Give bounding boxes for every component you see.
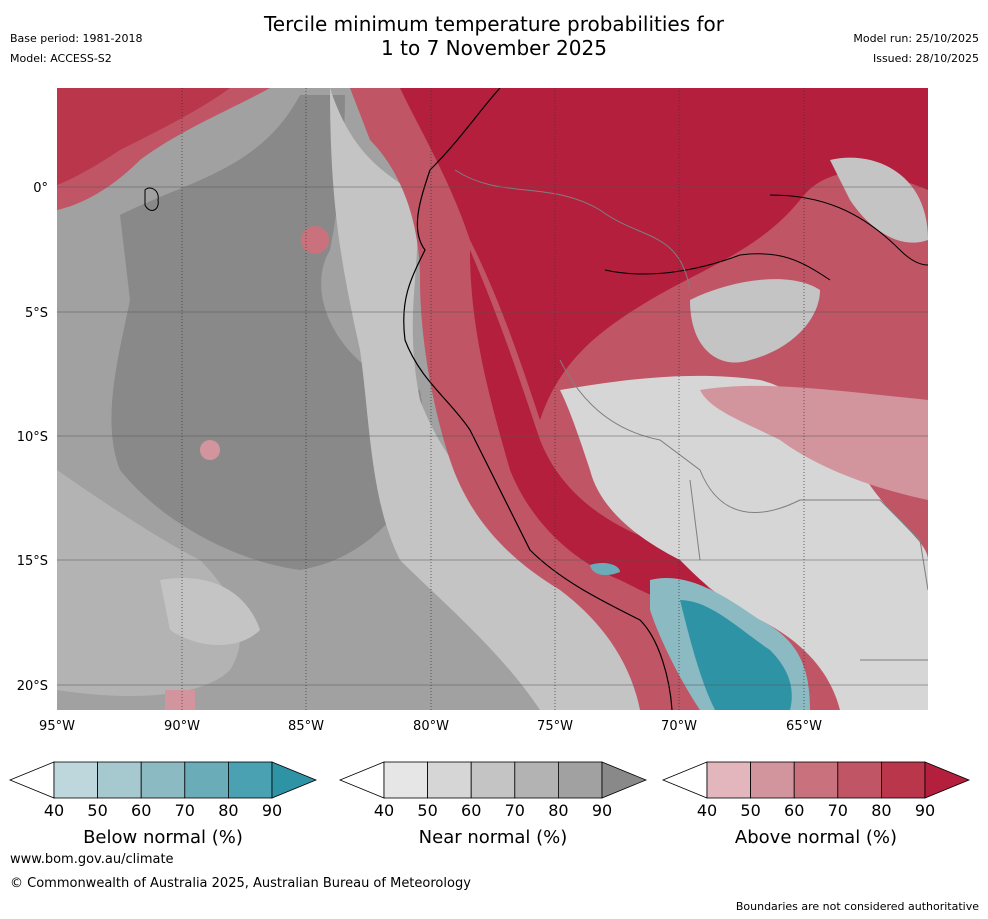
colorbar-segment xyxy=(227,761,273,799)
colorbar-near-title: Near normal (%) xyxy=(419,827,568,848)
model-run-label: Model run: 25/10/2025 xyxy=(853,32,979,45)
near-normal-ne xyxy=(830,157,928,243)
colorbar-below-normal: 40 50 60 70 80 90 Below normal (%) xyxy=(8,761,318,848)
colorbar-segment xyxy=(558,761,603,799)
near-normal-interior-north xyxy=(690,279,820,363)
colorbar-tick-label: 40 xyxy=(44,801,64,820)
meta-left: Base period: 1981-2018 Model: ACCESS-S2 xyxy=(10,32,142,66)
colorbar-above-title: Above normal (%) xyxy=(735,827,897,848)
ocean-warm-spot-2 xyxy=(200,440,220,460)
colorbar-tick-label: 90 xyxy=(262,801,282,820)
colorbar-tick-label: 80 xyxy=(871,801,891,820)
river-2 xyxy=(769,194,928,266)
colorbar-extend-low xyxy=(8,761,55,799)
lon-labels: 95°W 90°W 85°W 80°W 75°W 70°W 65°W xyxy=(39,719,822,734)
colorbar-segment xyxy=(53,761,98,799)
lon-label: 65°W xyxy=(786,719,822,734)
below-normal-core xyxy=(680,600,792,710)
galapagos-islands xyxy=(144,187,159,211)
colorbar-tick-label: 50 xyxy=(417,801,437,820)
colorbar-segment xyxy=(427,761,472,799)
model-label: Model: ACCESS-S2 xyxy=(10,52,112,65)
map-panel xyxy=(57,88,928,710)
colorbar-segment xyxy=(750,761,795,799)
colorbar-segment xyxy=(140,761,186,799)
colorbar-tick-label: 40 xyxy=(697,801,717,820)
colorbar-segment xyxy=(706,761,751,799)
meta-right: Model run: 25/10/2025 Issued: 28/10/2025 xyxy=(853,32,979,66)
colorbar-tick-label: 50 xyxy=(740,801,760,820)
colorbar-tick-label: 70 xyxy=(828,801,848,820)
above-normal-nw-core xyxy=(57,88,230,185)
colorbar-segment xyxy=(97,761,142,799)
colorbar-tick-label: 40 xyxy=(374,801,394,820)
colorbar-segment xyxy=(184,761,229,799)
ocean-warm-spot-3 xyxy=(165,690,195,710)
issued-label: Issued: 28/10/2025 xyxy=(872,52,979,65)
colorbar-below-title: Below normal (%) xyxy=(83,827,243,848)
colorbar-segment xyxy=(793,761,839,799)
river xyxy=(604,253,831,281)
lat-label: 15°S xyxy=(17,554,48,569)
colorbar-extend-high xyxy=(271,761,318,799)
colorbar-extend-high xyxy=(601,761,648,799)
lat-label: 0° xyxy=(33,181,48,196)
colorbar-segment xyxy=(383,761,428,799)
colorbar-tick-label: 90 xyxy=(592,801,612,820)
colorbar-tick-label: 80 xyxy=(218,801,238,820)
lon-label: 75°W xyxy=(537,719,573,734)
colorbar-segment xyxy=(881,761,926,799)
lon-label: 90°W xyxy=(164,719,200,734)
colorbar-segment xyxy=(514,761,559,799)
below-normal-small xyxy=(590,562,620,576)
coastline xyxy=(403,88,673,710)
colorbar-tick-label: 90 xyxy=(915,801,935,820)
above-normal-90-andes xyxy=(470,250,720,609)
colorbar-tick-label: 60 xyxy=(131,801,151,820)
near-normal-sw-light xyxy=(160,578,260,645)
colorbar-above-normal: 40 50 60 70 80 90 Above normal (%) xyxy=(661,761,971,848)
colorbar-tick-label: 80 xyxy=(548,801,568,820)
title-line-1: Tercile minimum temperature probabilitie… xyxy=(263,12,725,36)
colorbar-near-normal: 40 50 60 70 80 90 Near normal (%) xyxy=(338,761,648,848)
lat-label: 20°S xyxy=(17,679,48,694)
colorbar-segment xyxy=(470,761,516,799)
colorbar-segment xyxy=(837,761,882,799)
colorbar-tick-label: 60 xyxy=(461,801,481,820)
colorbar-extend-low xyxy=(338,761,385,799)
ocean-warm-spot-1 xyxy=(301,226,329,254)
lat-label: 5°S xyxy=(25,306,48,321)
near-normal-coastal-band xyxy=(330,88,660,710)
lon-label: 80°W xyxy=(413,719,449,734)
lat-label: 10°S xyxy=(17,430,48,445)
above-normal-90-north xyxy=(400,88,928,420)
title-line-2: 1 to 7 November 2025 xyxy=(381,36,607,60)
country-borders xyxy=(454,169,928,661)
colorbar-tick-label: 50 xyxy=(87,801,107,820)
colorbar-extend-high xyxy=(924,761,971,799)
colorbar-extend-low xyxy=(661,761,708,799)
lat-labels: 0° 5°S 10°S 15°S 20°S xyxy=(17,181,48,694)
footer-note: Boundaries are not considered authoritat… xyxy=(735,900,979,913)
near-normal-90-zone xyxy=(111,95,431,570)
gridlines xyxy=(57,88,928,710)
lon-label: 85°W xyxy=(288,719,324,734)
colorbar-tick-label: 70 xyxy=(505,801,525,820)
base-period-label: Base period: 1981-2018 xyxy=(10,32,143,45)
colorbar-tick-label: 70 xyxy=(175,801,195,820)
lon-label: 95°W xyxy=(39,719,75,734)
lon-label: 70°W xyxy=(661,719,697,734)
colorbar-tick-label: 60 xyxy=(784,801,804,820)
footer-copyright: © Commonwealth of Australia 2025, Austra… xyxy=(10,876,471,891)
above-normal-east-light xyxy=(700,385,928,500)
footer-url[interactable]: www.bom.gov.au/climate xyxy=(10,852,174,867)
chart-title: Tercile minimum temperature probabilitie… xyxy=(0,12,988,60)
